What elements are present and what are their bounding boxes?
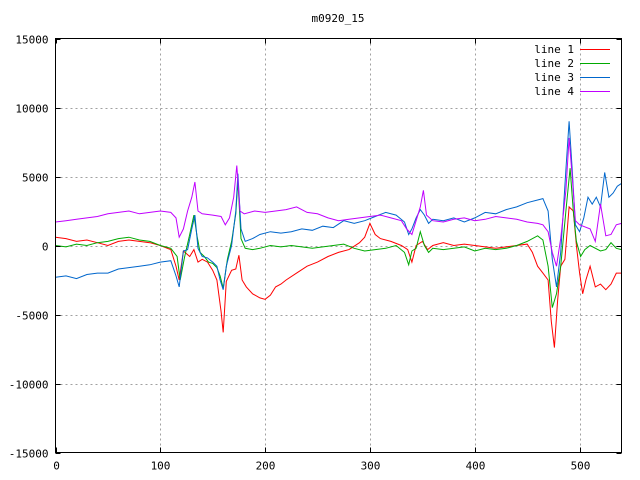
x-tick-label: 0 bbox=[53, 460, 60, 473]
legend-label-4: line 4 bbox=[534, 85, 574, 98]
series-line-2 bbox=[55, 168, 622, 308]
y-tick-label: -5000 bbox=[15, 310, 48, 323]
x-tick-label: 100 bbox=[151, 460, 171, 473]
axis-ticks: -15000 -10000 -5000 0 5000 10000 15000 0 100 200 3… bbox=[9, 34, 622, 473]
x-tick-label: 400 bbox=[466, 460, 486, 473]
legend-label-2: line 2 bbox=[534, 57, 574, 70]
x-tick-label: 300 bbox=[361, 460, 381, 473]
y-tick-label: 0 bbox=[42, 241, 49, 254]
legend-label-3: line 3 bbox=[534, 71, 574, 84]
chart-title: m0920_15 bbox=[312, 12, 365, 25]
series-line-1 bbox=[55, 205, 622, 348]
y-tick-label: 15000 bbox=[15, 34, 48, 47]
series-line-4 bbox=[55, 137, 622, 267]
series-line-3 bbox=[55, 121, 622, 290]
x-tick-label: 200 bbox=[256, 460, 276, 473]
y-tick-label: 10000 bbox=[15, 103, 48, 116]
y-tick-label: 5000 bbox=[22, 172, 49, 185]
legend-label-1: line 1 bbox=[534, 43, 574, 56]
y-tick-label: -15000 bbox=[9, 448, 49, 461]
plot-frame bbox=[55, 38, 622, 453]
grid-lines bbox=[55, 38, 622, 453]
y-tick-label: -10000 bbox=[9, 379, 49, 392]
series-lines bbox=[55, 121, 622, 348]
x-tick-label: 500 bbox=[571, 460, 591, 473]
